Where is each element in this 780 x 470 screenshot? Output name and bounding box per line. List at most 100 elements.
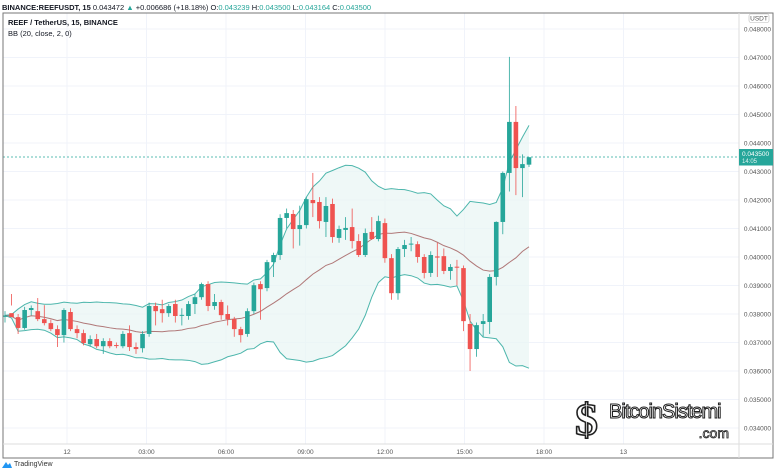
- candle: [277, 214, 283, 260]
- candle: [179, 308, 185, 326]
- candle-body: [127, 333, 132, 348]
- candle: [173, 299, 178, 323]
- candle: [258, 281, 263, 320]
- candle-body: [264, 262, 270, 289]
- candle: [100, 338, 106, 354]
- price-change: +0.006686 (+18.18%): [135, 3, 209, 12]
- candle: [28, 305, 34, 316]
- candle: [349, 208, 355, 249]
- tradingview-logo-icon: [2, 462, 12, 468]
- tradingview-logo[interactable]: TradingView: [2, 461, 53, 468]
- candle: [343, 217, 348, 240]
- candle: [317, 197, 322, 229]
- up-arrow-icon: ▲: [126, 3, 134, 12]
- candle-body: [317, 201, 322, 222]
- candle-body: [245, 311, 250, 334]
- candle-body: [428, 255, 434, 273]
- candle: [467, 314, 473, 371]
- candle: [205, 281, 211, 312]
- time-axis[interactable]: 12 03:00 06:00 09:00 12:00 15:00 18:00 13: [63, 449, 627, 456]
- candle: [441, 248, 447, 275]
- candle-body: [376, 221, 381, 240]
- chart-legend: REEF / TetherUS, 15, BINANCE BB (20, clo…: [8, 17, 118, 39]
- bar-countdown: 14:05: [742, 159, 758, 165]
- price-tick-label: 0.038000: [744, 312, 771, 319]
- candle: [81, 329, 86, 346]
- candle: [186, 301, 191, 320]
- candle: [493, 221, 499, 286]
- candle: [212, 294, 217, 310]
- candle: [140, 331, 145, 353]
- candle-body: [159, 309, 165, 314]
- candle-body: [48, 323, 54, 330]
- candle: [395, 247, 401, 300]
- candle: [9, 294, 14, 318]
- candle-body: [94, 339, 99, 347]
- candle: [526, 157, 532, 167]
- time-tick-label: 09:00: [297, 449, 314, 456]
- tradingview-label: TradingView: [14, 461, 53, 468]
- symbol-name: BINANCE:REEFUSDT, 15: [2, 3, 91, 12]
- candle-body: [225, 314, 230, 320]
- open-label: O:: [210, 3, 219, 12]
- time-tick-label: 18:00: [536, 449, 553, 456]
- candle-body: [146, 306, 152, 334]
- candle: [55, 325, 60, 348]
- candle: [362, 228, 368, 257]
- candle: [251, 282, 257, 314]
- close-value: 0.043500: [339, 3, 372, 12]
- candle: [461, 265, 466, 332]
- candle: [107, 338, 113, 349]
- candle: [87, 335, 93, 347]
- candle: [487, 274, 492, 334]
- candle-body: [520, 164, 525, 169]
- candle-body: [487, 276, 492, 322]
- candle: [48, 319, 54, 332]
- candle: [376, 215, 381, 242]
- price-axis[interactable]: 0.048000 0.047000 0.046000 0.045000 0.044000…: [744, 27, 771, 433]
- candle-body: [395, 249, 401, 294]
- candle: [231, 316, 237, 337]
- candle-body: [238, 329, 244, 336]
- price-tick-label: 0.041000: [744, 226, 771, 233]
- candles: [2, 56, 532, 371]
- time-tick-label: 12: [63, 449, 71, 456]
- candle: [15, 314, 21, 334]
- candle: [2, 311, 8, 323]
- low-value: 0.043164: [298, 3, 331, 12]
- candle: [369, 217, 375, 240]
- price-tick-label: 0.043000: [744, 169, 771, 176]
- candle-body: [68, 312, 73, 330]
- candle-body: [9, 313, 14, 318]
- candle: [114, 342, 119, 349]
- candle-body: [166, 306, 172, 314]
- candle: [264, 259, 270, 292]
- currency-badge[interactable]: [748, 13, 770, 23]
- time-tick-label: 06:00: [218, 449, 235, 456]
- candle-body: [526, 157, 532, 165]
- candle: [271, 252, 276, 277]
- candle-body: [382, 223, 388, 259]
- candle-body: [284, 213, 289, 218]
- last-price: 0.043472: [92, 3, 125, 12]
- candle-body: [500, 172, 506, 222]
- chart-frame: [2, 12, 774, 459]
- candle-body: [22, 310, 27, 328]
- open-value: 0.043239: [218, 3, 250, 12]
- candle-body: [448, 266, 453, 271]
- candle-body: [343, 227, 348, 230]
- watermark-logo-icon: $: [574, 394, 599, 446]
- time-tick-label: 12:00: [377, 449, 394, 456]
- candle-body: [441, 256, 447, 271]
- candle: [35, 298, 41, 322]
- candle-body: [81, 333, 86, 344]
- candle-body: [408, 243, 414, 245]
- bitcoinsistemi-watermark: $ BitcoinSistemi .com: [574, 394, 735, 446]
- legend-indicator[interactable]: BB (20, close, 2, 0): [8, 29, 72, 38]
- price-tick-label: 0.034000: [744, 426, 771, 433]
- candle-body: [402, 245, 407, 250]
- price-tick-label: 0.047000: [744, 55, 771, 62]
- bollinger-bands: [4, 125, 530, 369]
- candle: [507, 56, 512, 192]
